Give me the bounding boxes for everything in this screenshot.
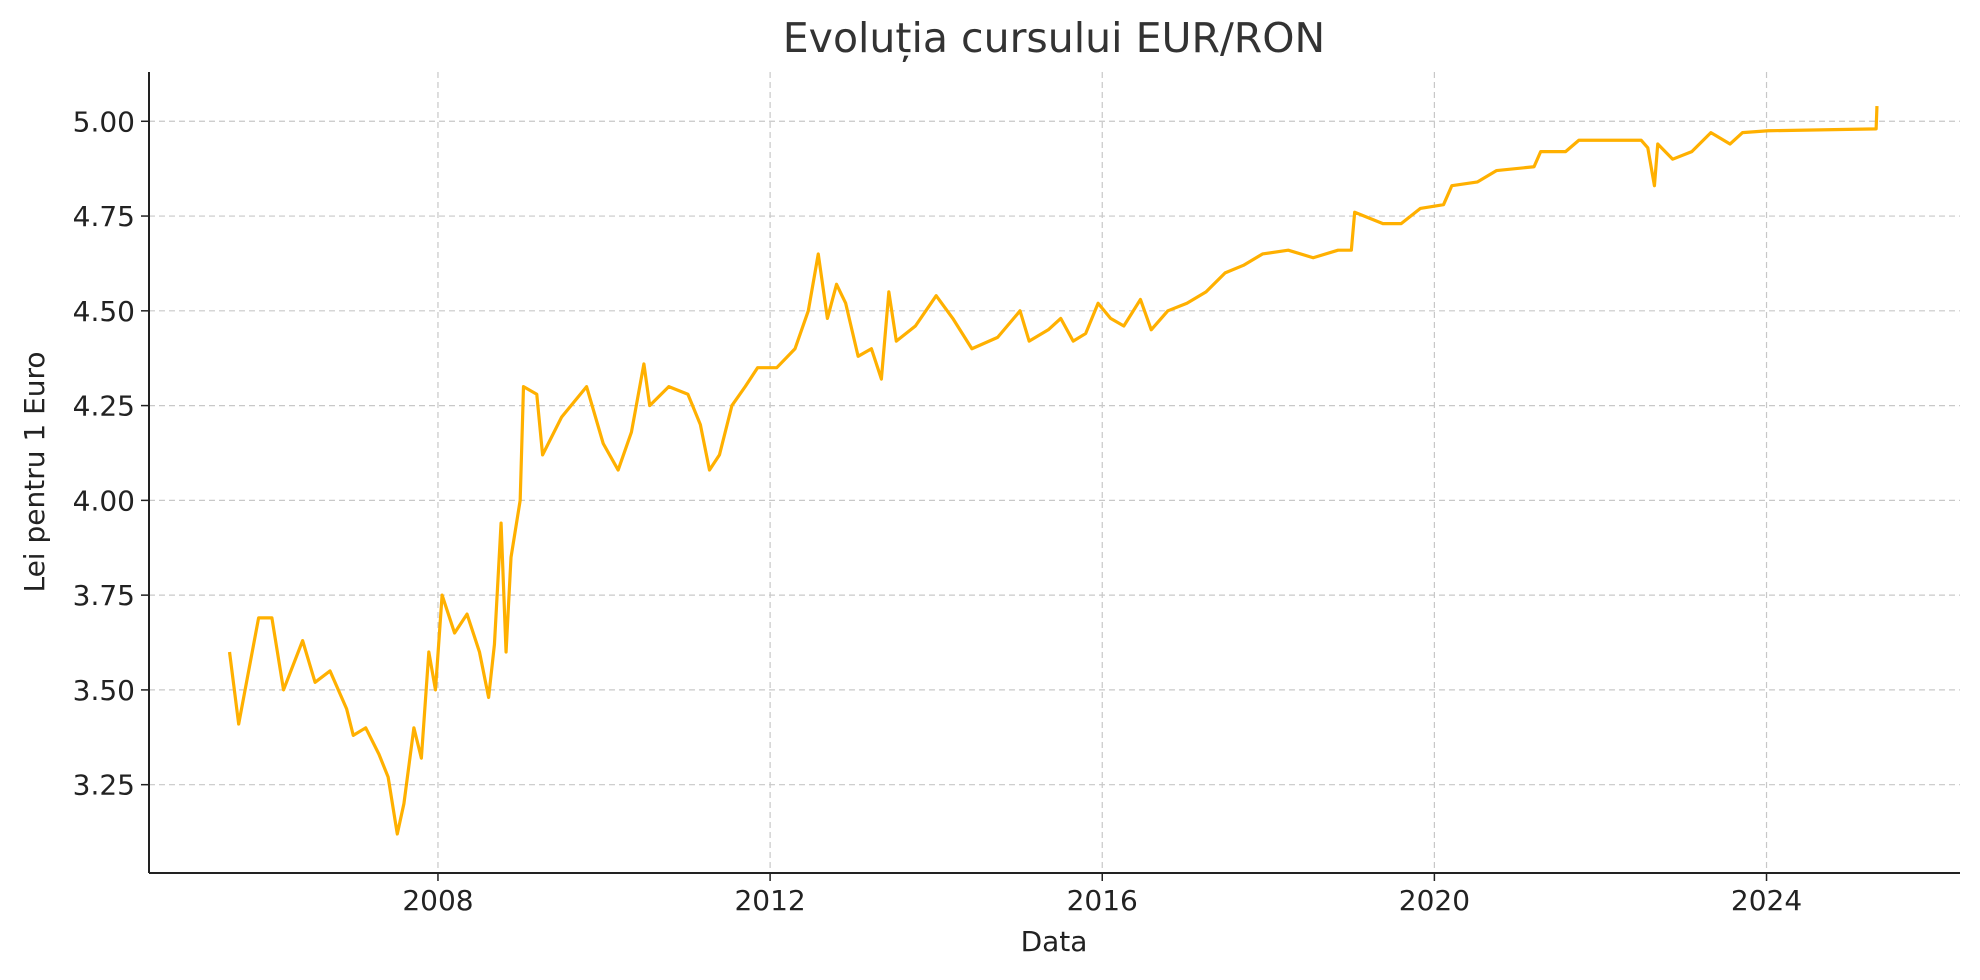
y-tick-label: 4.75 xyxy=(73,200,135,233)
y-tick-label: 4.25 xyxy=(73,390,135,423)
y-tick-label: 5.00 xyxy=(73,105,135,138)
x-tick-label: 2020 xyxy=(1399,884,1470,917)
y-tick-label: 3.50 xyxy=(73,674,135,707)
chart-title: Evoluția cursului EUR/RON xyxy=(783,14,1325,62)
data-line xyxy=(227,106,1879,836)
y-tick-label: 3.25 xyxy=(73,769,135,802)
x-tick-label: 2008 xyxy=(402,884,473,917)
y-tick-label: 4.50 xyxy=(73,295,135,328)
y-tick-label: 3.75 xyxy=(73,579,135,612)
y-tick-label: 4.00 xyxy=(73,484,135,517)
x-tick-label: 2024 xyxy=(1731,884,1802,917)
x-axis-label: Data xyxy=(1021,925,1088,958)
x-tick-label: 2012 xyxy=(734,884,805,917)
y-axis-label: Lei pentru 1 Euro xyxy=(18,351,51,592)
x-tick-label: 2016 xyxy=(1067,884,1138,917)
